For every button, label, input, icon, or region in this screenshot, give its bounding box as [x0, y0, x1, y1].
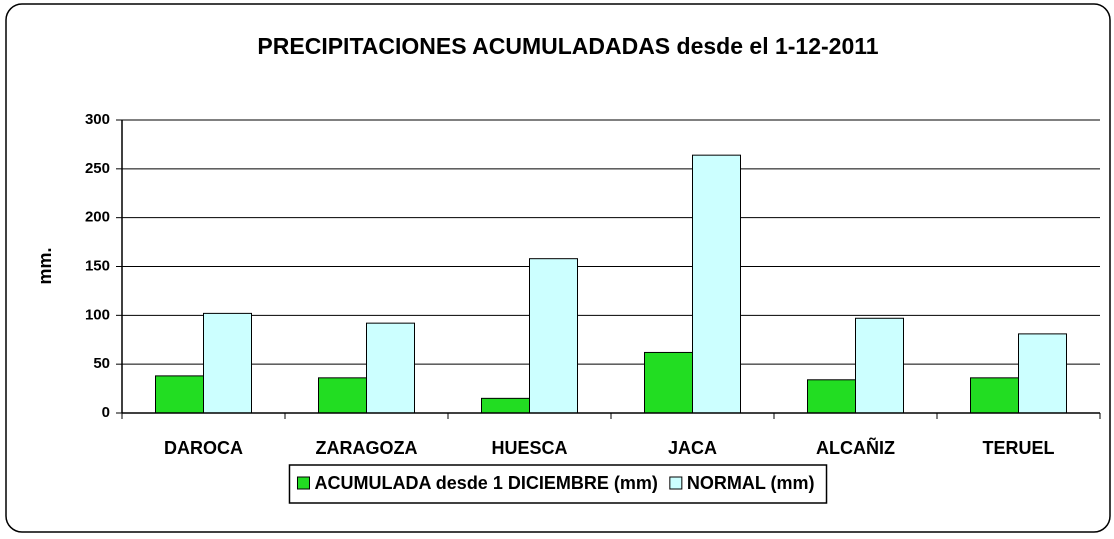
- x-tick-label: JACA: [668, 438, 717, 458]
- legend-label: ACUMULADA desde 1 DICIEMBRE (mm): [314, 473, 657, 493]
- bar: [203, 312, 252, 414]
- bar: [644, 351, 693, 414]
- bar: [155, 375, 204, 414]
- x-tick-label: HUESCA: [491, 438, 567, 458]
- bar: [366, 322, 415, 414]
- legend-swatch: [669, 476, 683, 490]
- y-tick-label: 200: [85, 209, 110, 226]
- y-tick-label: 100: [85, 306, 110, 323]
- legend-label: NORMAL (mm): [687, 473, 815, 493]
- x-tick-label: ZARAGOZA: [316, 438, 418, 458]
- bar: [1018, 333, 1067, 414]
- y-tick-label: 150: [85, 257, 110, 274]
- bar: [692, 154, 741, 414]
- bar: [529, 258, 578, 414]
- bar: [807, 379, 856, 414]
- bar: [855, 317, 904, 414]
- y-tick-label: 250: [85, 160, 110, 177]
- bar: [970, 377, 1019, 414]
- y-tick-label: 300: [85, 111, 110, 128]
- legend-box: [288, 464, 828, 504]
- bar: [481, 397, 530, 414]
- y-axis-label: mm.: [35, 247, 55, 284]
- x-tick-label: DAROCA: [164, 438, 243, 458]
- bar: [318, 377, 367, 414]
- y-tick-label: 0: [102, 404, 110, 421]
- x-tick-label: TERUEL: [983, 438, 1055, 458]
- legend-swatch: [296, 476, 310, 490]
- x-tick-label: ALCAÑIZ: [816, 437, 895, 458]
- chart-title: PRECIPITACIONES ACUMULADADAS desde el 1-…: [257, 33, 878, 59]
- y-tick-label: 50: [93, 355, 110, 372]
